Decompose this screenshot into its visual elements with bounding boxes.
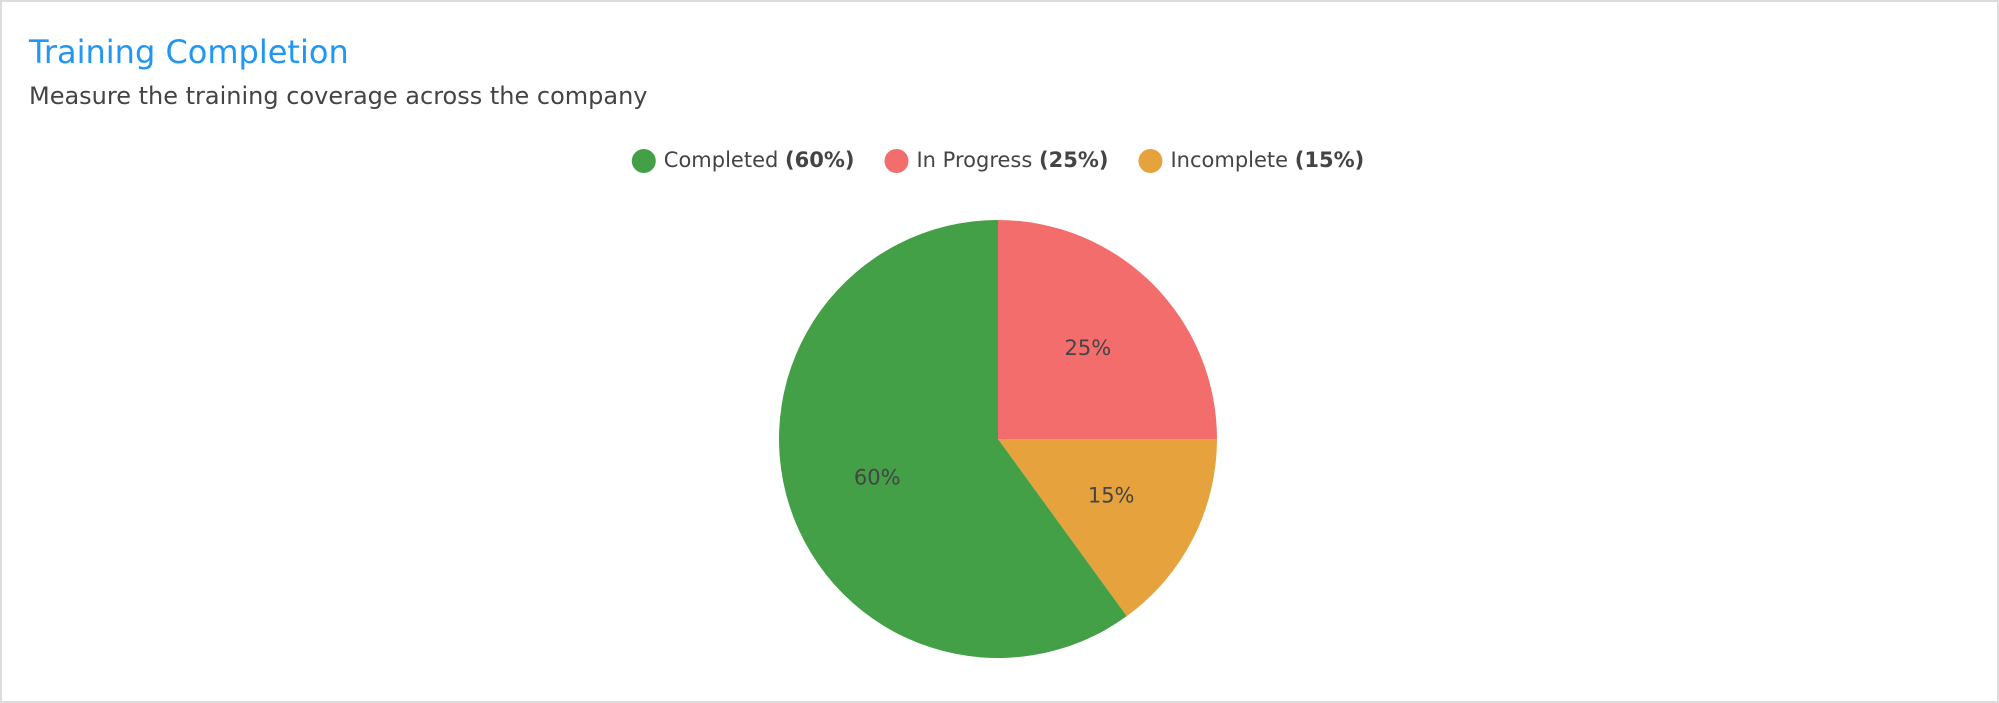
slice-label: 15% [1088, 484, 1135, 508]
legend-label: Incomplete (15%) [1170, 148, 1364, 172]
chart-subtitle: Measure the training coverage across the… [29, 82, 648, 110]
legend-label: Completed (60%) [664, 148, 855, 172]
legend: Completed (60%) In Progress (25%) Incomple… [631, 148, 1364, 173]
legend-value: (15%) [1295, 148, 1364, 172]
legend-name: Completed [664, 148, 779, 172]
legend-value: (60%) [785, 148, 854, 172]
slice-label: 60% [854, 465, 901, 489]
legend-swatch [1138, 149, 1163, 173]
chart-title: Training Completion [28, 33, 349, 71]
pie-slice [778, 220, 1127, 658]
pie-slice [998, 439, 1217, 617]
slice-label: 25% [1064, 336, 1111, 360]
pie-slice [998, 220, 1217, 439]
legend-value: (25%) [1039, 148, 1108, 172]
legend-label: In Progress (25%) [916, 148, 1108, 172]
legend-swatch [631, 149, 656, 173]
legend-name: Incomplete [1170, 148, 1288, 172]
legend-name: In Progress [916, 148, 1032, 172]
legend-swatch [884, 149, 909, 173]
